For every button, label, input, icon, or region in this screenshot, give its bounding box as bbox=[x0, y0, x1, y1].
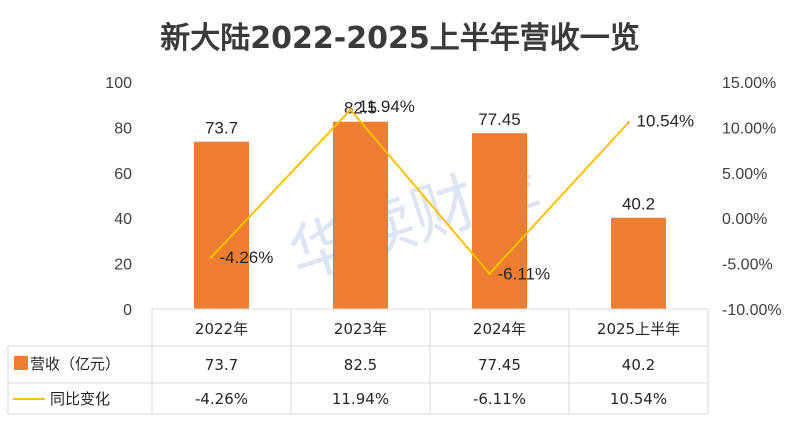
category-label: 2024年 bbox=[473, 320, 526, 338]
left-tick-label: 20 bbox=[114, 257, 132, 274]
data-table: 2022年 2023年 2024年 2025上半年营收（亿元） 73.7 82.5 77.4… bbox=[7, 308, 709, 415]
yoy-change-label: 10.54% bbox=[637, 111, 695, 130]
chart-title: 新大陆2022-2025上半年营收一览 bbox=[160, 21, 639, 56]
revenue-table-value: 82.5 bbox=[344, 356, 377, 374]
right-tick-label: 15.00% bbox=[722, 75, 776, 92]
category-label: 2022年 bbox=[195, 320, 248, 338]
yoy-change-line bbox=[210, 108, 630, 276]
right-tick-label: 10.00% bbox=[722, 120, 776, 137]
yoy-change-label: -6.11% bbox=[498, 265, 551, 284]
yoy-change-point bbox=[210, 255, 213, 259]
right-tick-label: -5.00% bbox=[722, 257, 773, 274]
right-tick-label: 5.00% bbox=[722, 166, 767, 183]
left-tick-label: 100 bbox=[105, 75, 132, 92]
revenue-table-value: 40.2 bbox=[622, 356, 655, 374]
yoy-change-point bbox=[627, 120, 630, 124]
yoy-change-label: 11.94% bbox=[359, 97, 415, 116]
revenue-bar-label: 73.7 bbox=[205, 119, 238, 138]
yoy-table-value: 10.54% bbox=[610, 390, 667, 408]
axis-layer: 0 20 40 60 80 100 -10.00% -5.00% 0.00% 5.00% 10.00… bbox=[105, 75, 781, 319]
right-tick-label: 0.00% bbox=[722, 211, 767, 228]
yoy-change-point bbox=[488, 272, 491, 276]
revenue-bar bbox=[333, 121, 388, 309]
yoy-table-value: 11.94% bbox=[332, 390, 389, 408]
revenue-bar bbox=[472, 133, 527, 309]
revenue-table-value: 73.7 bbox=[205, 356, 238, 374]
yoy-table-value: -6.11% bbox=[473, 390, 526, 408]
left-tick-label: 80 bbox=[114, 120, 132, 137]
yoy-change-point bbox=[349, 108, 352, 112]
revenue-table-value: 77.45 bbox=[478, 356, 521, 374]
revenue-bar-label: 77.45 bbox=[478, 110, 521, 129]
line-layer: -4.26% 11.94% -6.11% 10.54% bbox=[210, 97, 694, 284]
revenue-legend-swatch bbox=[14, 356, 28, 370]
right-tick-label: -10.00% bbox=[722, 302, 782, 319]
category-label: 2025上半年 bbox=[597, 320, 680, 338]
revenue-bar bbox=[194, 141, 249, 309]
yoy-change-label: -4.26% bbox=[220, 248, 274, 267]
yoy-table-value: -4.26% bbox=[195, 390, 248, 408]
revenue-legend-label: 营收（亿元） bbox=[30, 355, 120, 373]
revenue-bar bbox=[611, 217, 666, 309]
revenue-bar-label: 40.2 bbox=[622, 195, 655, 214]
yoy-legend-label: 同比变化 bbox=[50, 390, 110, 408]
left-tick-label: 40 bbox=[114, 211, 132, 228]
category-label: 2023年 bbox=[334, 320, 387, 338]
left-tick-label: 60 bbox=[114, 166, 132, 183]
left-tick-label: 0 bbox=[123, 302, 132, 319]
